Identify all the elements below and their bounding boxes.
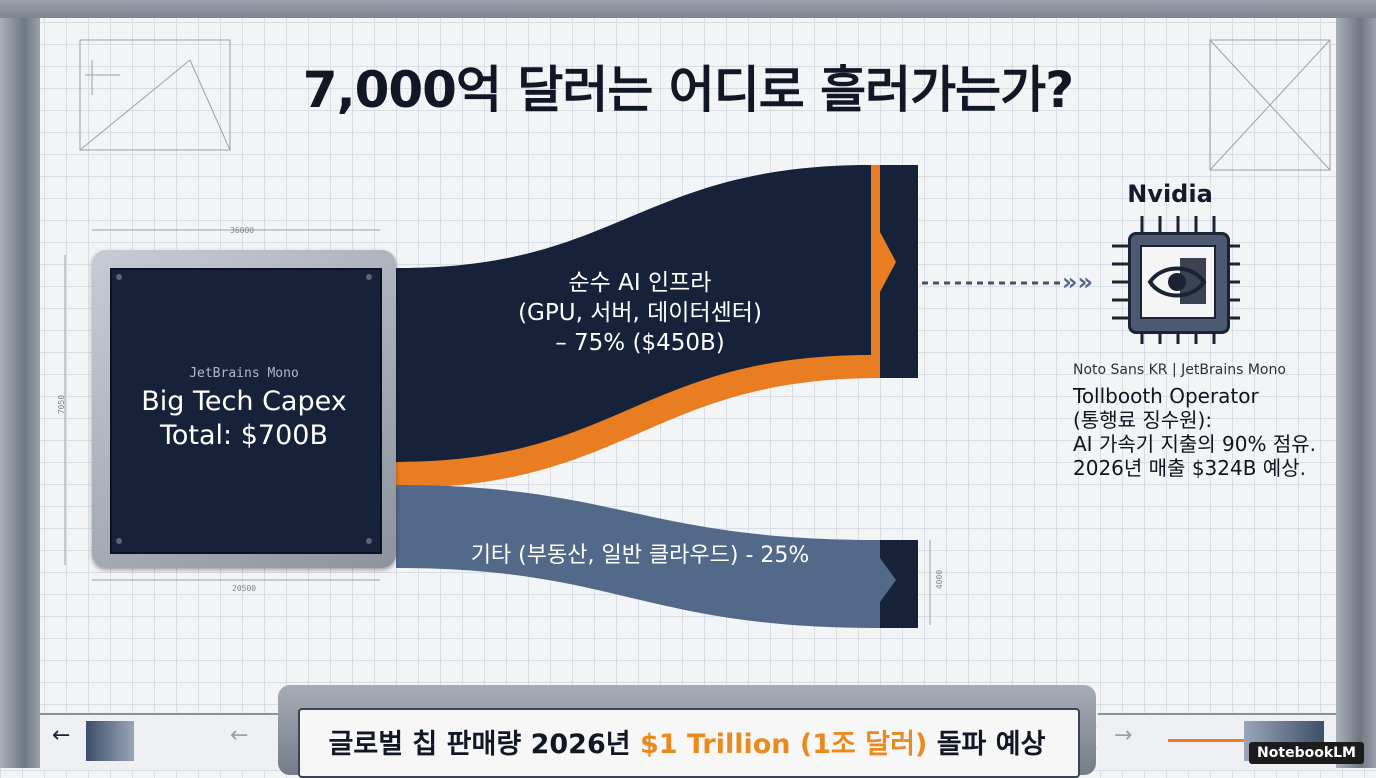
ai-infra-flow <box>378 165 918 462</box>
left-gradient-bar <box>86 721 134 761</box>
desc-line3: AI 가속기 지출의 90% 점유. <box>1073 432 1317 456</box>
other-arrow <box>880 558 896 602</box>
rivet <box>116 274 122 280</box>
notebooklm-watermark: NotebookLM <box>1249 742 1364 764</box>
double-chevron-right-icon: »» <box>1062 268 1094 296</box>
ai-infra-label: 순수 AI 인프라 (GPU, 서버, 데이터센터) – 75% ($450B) <box>470 268 810 358</box>
right-orange-line <box>1168 739 1268 742</box>
left-arrow-icon-faint: ← <box>230 723 249 748</box>
dimension-top: 36000 <box>230 226 255 235</box>
capex-font-note: JetBrains Mono <box>189 366 299 381</box>
rivet <box>366 274 372 280</box>
other-label: 기타 (부동산, 일반 클라우드) - 25% <box>470 543 810 568</box>
ai-infra-line3: – 75% ($450B) <box>555 330 725 356</box>
rivet <box>116 538 122 544</box>
banner-text: 글로벌 칩 판매량 2026년 $1 Trillion (1조 달러) 돌파 예… <box>298 722 1076 761</box>
desc-line2: (통행료 징수원): <box>1073 408 1213 432</box>
nvidia-eye-icon <box>1147 258 1207 304</box>
right-frame <box>1336 0 1376 768</box>
capex-total: Big Tech Capex Total: $700B <box>110 385 378 453</box>
ai-infra-line1: 순수 AI 인프라 <box>568 270 712 296</box>
ai-infra-line2: (GPU, 서버, 데이터센터) <box>518 300 762 326</box>
desc-line4: 2026년 매출 $324B 예상. <box>1073 456 1306 480</box>
left-frame <box>0 0 40 768</box>
banner-highlight: $1 Trillion (1조 달러) <box>639 729 928 760</box>
capex-box <box>110 268 382 554</box>
dimension-bottom: 20500 <box>232 584 257 593</box>
ai-infra-arrow <box>880 232 896 292</box>
other-flow <box>396 485 880 628</box>
bottom-left-strip: ← ← <box>40 713 278 770</box>
nvidia-description: Tollbooth Operator (통행료 징수원): AI 가속기 지출의… <box>1073 384 1316 480</box>
capex-line1: Big Tech Capex <box>141 386 347 417</box>
banner-suffix: 돌파 예상 <box>927 729 1046 760</box>
blueprint-decoration <box>64 39 1331 625</box>
right-arrow-icon: → <box>1114 723 1133 748</box>
banner-prefix: 글로벌 칩 판매량 2026년 <box>328 729 640 760</box>
left-arrow-icon: ← <box>52 723 71 748</box>
nvidia-label: Nvidia <box>1127 180 1213 208</box>
page-title: 7,000억 달러는 어디로 흘러가는가? <box>302 61 1074 119</box>
capex-line2: Total: $700B <box>160 420 328 451</box>
rivet <box>366 538 372 544</box>
nvidia-font-note: Noto Sans KR | JetBrains Mono <box>1073 362 1286 378</box>
ai-infra-orange-band <box>396 355 880 488</box>
ai-infra-orange-bar <box>871 165 880 378</box>
top-frame <box>0 0 1376 18</box>
desc-line1: Tollbooth Operator <box>1073 384 1259 408</box>
banner <box>298 708 1080 778</box>
